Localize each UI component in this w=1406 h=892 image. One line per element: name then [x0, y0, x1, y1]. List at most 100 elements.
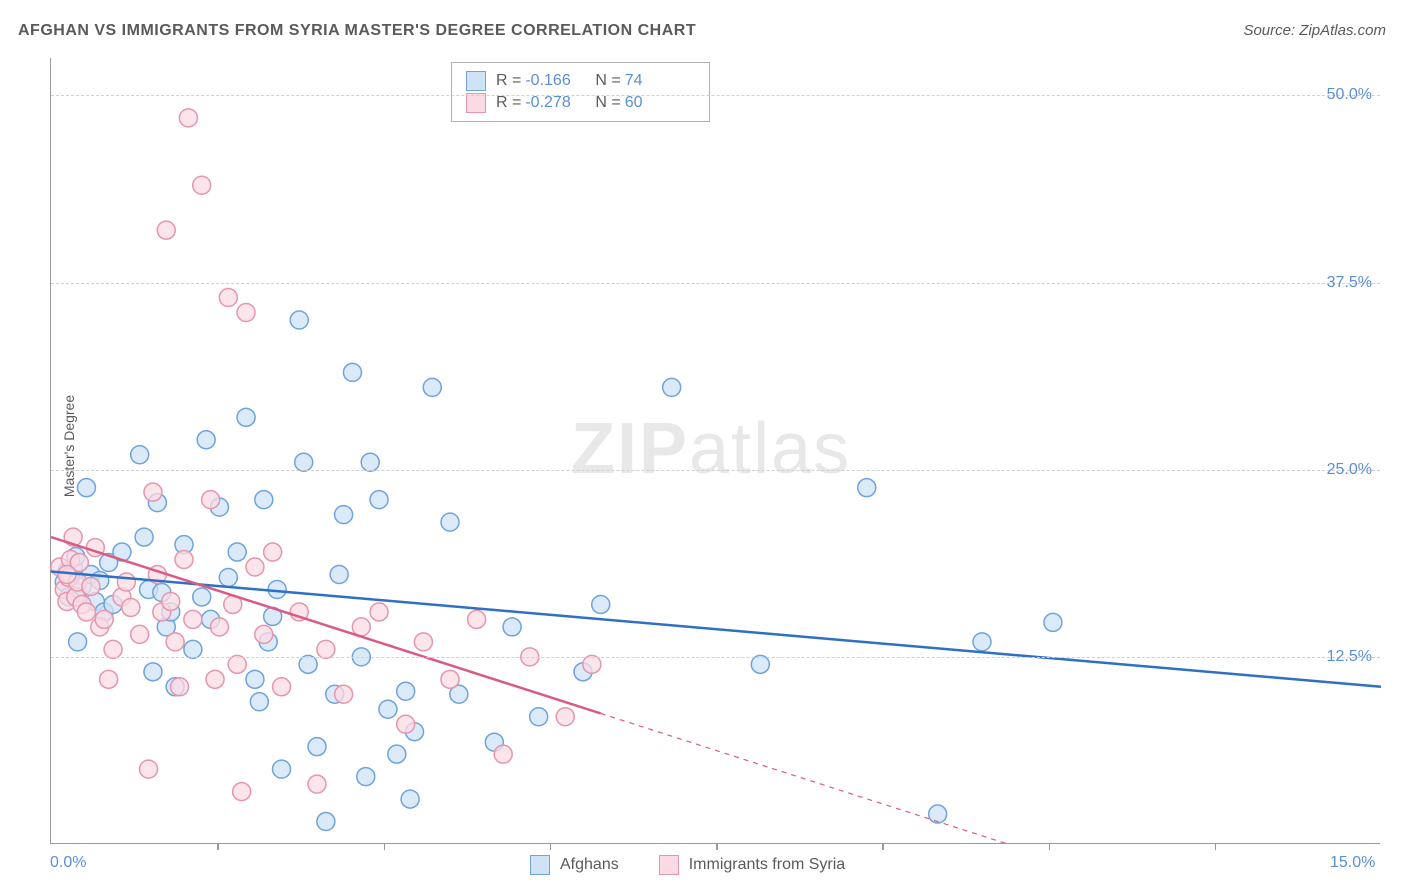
x-tick: [384, 843, 386, 850]
data-point: [237, 304, 255, 322]
data-point: [144, 483, 162, 501]
data-point: [317, 813, 335, 831]
data-point: [100, 670, 118, 688]
data-point: [308, 775, 326, 793]
data-point: [330, 566, 348, 584]
data-point: [401, 790, 419, 808]
stat-label: N =: [595, 94, 620, 112]
data-point: [308, 738, 326, 756]
data-point: [206, 670, 224, 688]
data-point: [352, 618, 370, 636]
data-point: [171, 678, 189, 696]
x-tick: [716, 843, 718, 850]
data-point: [233, 783, 251, 801]
stat-value-r: -0.278: [525, 94, 581, 112]
data-point: [379, 700, 397, 718]
legend-label: Afghans: [560, 856, 619, 874]
data-point: [361, 453, 379, 471]
data-point: [69, 633, 87, 651]
data-point: [503, 618, 521, 636]
legend-stats-row: R = -0.166 N = 74: [466, 71, 695, 91]
legend-swatch: [530, 855, 550, 875]
data-point: [157, 221, 175, 239]
data-point: [184, 610, 202, 628]
data-point: [343, 363, 361, 381]
legend-swatch: [659, 855, 679, 875]
data-point: [530, 708, 548, 726]
x-axis-label: 0.0%: [50, 854, 86, 872]
data-point: [82, 577, 100, 595]
data-point: [397, 682, 415, 700]
gridline: [51, 95, 1380, 96]
data-point: [423, 378, 441, 396]
bottom-legend: Afghans Immigrants from Syria: [530, 855, 845, 875]
legend-label: Immigrants from Syria: [689, 856, 845, 874]
y-tick-label: 50.0%: [1327, 86, 1372, 104]
data-point: [317, 640, 335, 658]
data-point: [193, 176, 211, 194]
data-point: [290, 311, 308, 329]
gridline: [51, 657, 1380, 658]
data-point: [122, 598, 140, 616]
data-point: [273, 760, 291, 778]
stat-label: R =: [496, 94, 521, 112]
data-point: [237, 408, 255, 426]
data-point: [335, 685, 353, 703]
data-point: [751, 655, 769, 673]
stat-value-n: 60: [625, 94, 681, 112]
data-point: [264, 543, 282, 561]
data-point: [219, 289, 237, 307]
gridline: [51, 283, 1380, 284]
y-tick-label: 37.5%: [1327, 274, 1372, 292]
regression-line: [51, 572, 1381, 687]
data-point: [246, 558, 264, 576]
data-point: [77, 603, 95, 621]
data-point: [144, 663, 162, 681]
stat-label: R =: [496, 72, 521, 90]
plot-area: ZIPatlas R = -0.166 N = 74 R = -0.278 N …: [50, 58, 1380, 844]
data-point: [583, 655, 601, 673]
data-point: [140, 760, 158, 778]
chart-title: AFGHAN VS IMMIGRANTS FROM SYRIA MASTER'S…: [18, 22, 696, 40]
stat-value-r: -0.166: [525, 72, 581, 90]
x-axis-label: 15.0%: [1330, 854, 1375, 872]
data-point: [370, 491, 388, 509]
data-point: [228, 655, 246, 673]
data-point: [135, 528, 153, 546]
data-point: [162, 592, 180, 610]
plot-svg: [51, 58, 1380, 843]
gridline: [51, 470, 1380, 471]
x-tick: [1215, 843, 1217, 850]
data-point: [441, 513, 459, 531]
stat-label: N =: [595, 72, 620, 90]
data-point: [273, 678, 291, 696]
data-point: [468, 610, 486, 628]
data-point: [335, 506, 353, 524]
data-point: [202, 491, 220, 509]
data-point: [357, 768, 375, 786]
data-point: [388, 745, 406, 763]
y-tick-label: 25.0%: [1327, 461, 1372, 479]
data-point: [556, 708, 574, 726]
data-point: [117, 573, 135, 591]
data-point: [299, 655, 317, 673]
x-tick: [882, 843, 884, 850]
data-point: [184, 640, 202, 658]
series-swatch: [466, 71, 486, 91]
x-tick: [1049, 843, 1051, 850]
data-point: [255, 491, 273, 509]
data-point: [858, 479, 876, 497]
data-point: [494, 745, 512, 763]
data-point: [441, 670, 459, 688]
x-tick: [550, 843, 552, 850]
data-point: [929, 805, 947, 823]
legend-stats-box: R = -0.166 N = 74 R = -0.278 N = 60: [451, 62, 710, 122]
data-point: [197, 431, 215, 449]
data-point: [219, 569, 237, 587]
data-point: [131, 625, 149, 643]
source-label: Source: ZipAtlas.com: [1243, 22, 1386, 39]
data-point: [246, 670, 264, 688]
y-tick-label: 12.5%: [1327, 648, 1372, 666]
data-point: [1044, 613, 1062, 631]
data-point: [95, 610, 113, 628]
